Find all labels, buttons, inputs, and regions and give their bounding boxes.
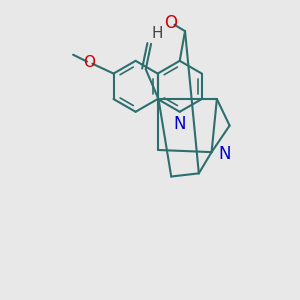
Text: O: O [83, 55, 95, 70]
Text: H: H [152, 26, 163, 41]
Text: N: N [173, 115, 186, 133]
Text: O: O [164, 14, 177, 32]
Text: N: N [218, 145, 230, 163]
